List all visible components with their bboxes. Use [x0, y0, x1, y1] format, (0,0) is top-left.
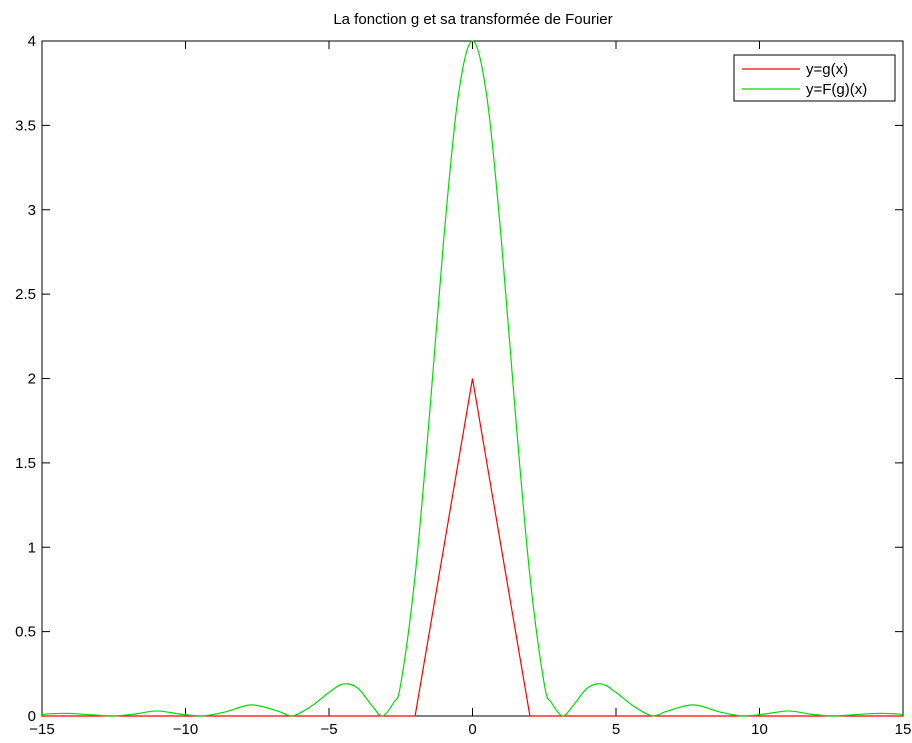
- legend-label: y=F(g)(x): [806, 81, 867, 98]
- x-tick-label: 15: [895, 721, 912, 738]
- series-line-fourier: [41, 40, 904, 717]
- x-tick-label: 10: [751, 721, 768, 738]
- x-tick-label: −5: [320, 721, 337, 738]
- y-tick-label: 2.5: [15, 286, 36, 303]
- chart-title: La fonction g et sa transformée de Fouri…: [333, 11, 612, 28]
- x-tick-label: −10: [173, 721, 198, 738]
- y-tick-label: 0: [28, 708, 36, 725]
- y-tick-label: 1: [28, 539, 36, 556]
- y-tick-label: 2: [28, 371, 36, 388]
- y-tick-label: 4: [28, 33, 36, 50]
- legend-label: y=g(x): [806, 61, 848, 78]
- y-tick-label: 1.5: [15, 455, 36, 472]
- y-tick-label: 3: [28, 202, 36, 219]
- series-line-g: [42, 378, 903, 717]
- y-tick-label: 3.5: [15, 117, 36, 134]
- x-tick-label: 0: [468, 721, 476, 738]
- legend-box: [733, 54, 896, 102]
- x-tick-label: 5: [612, 721, 620, 738]
- y-tick-label: 0.5: [15, 624, 36, 641]
- x-tick-label: −15: [29, 721, 54, 738]
